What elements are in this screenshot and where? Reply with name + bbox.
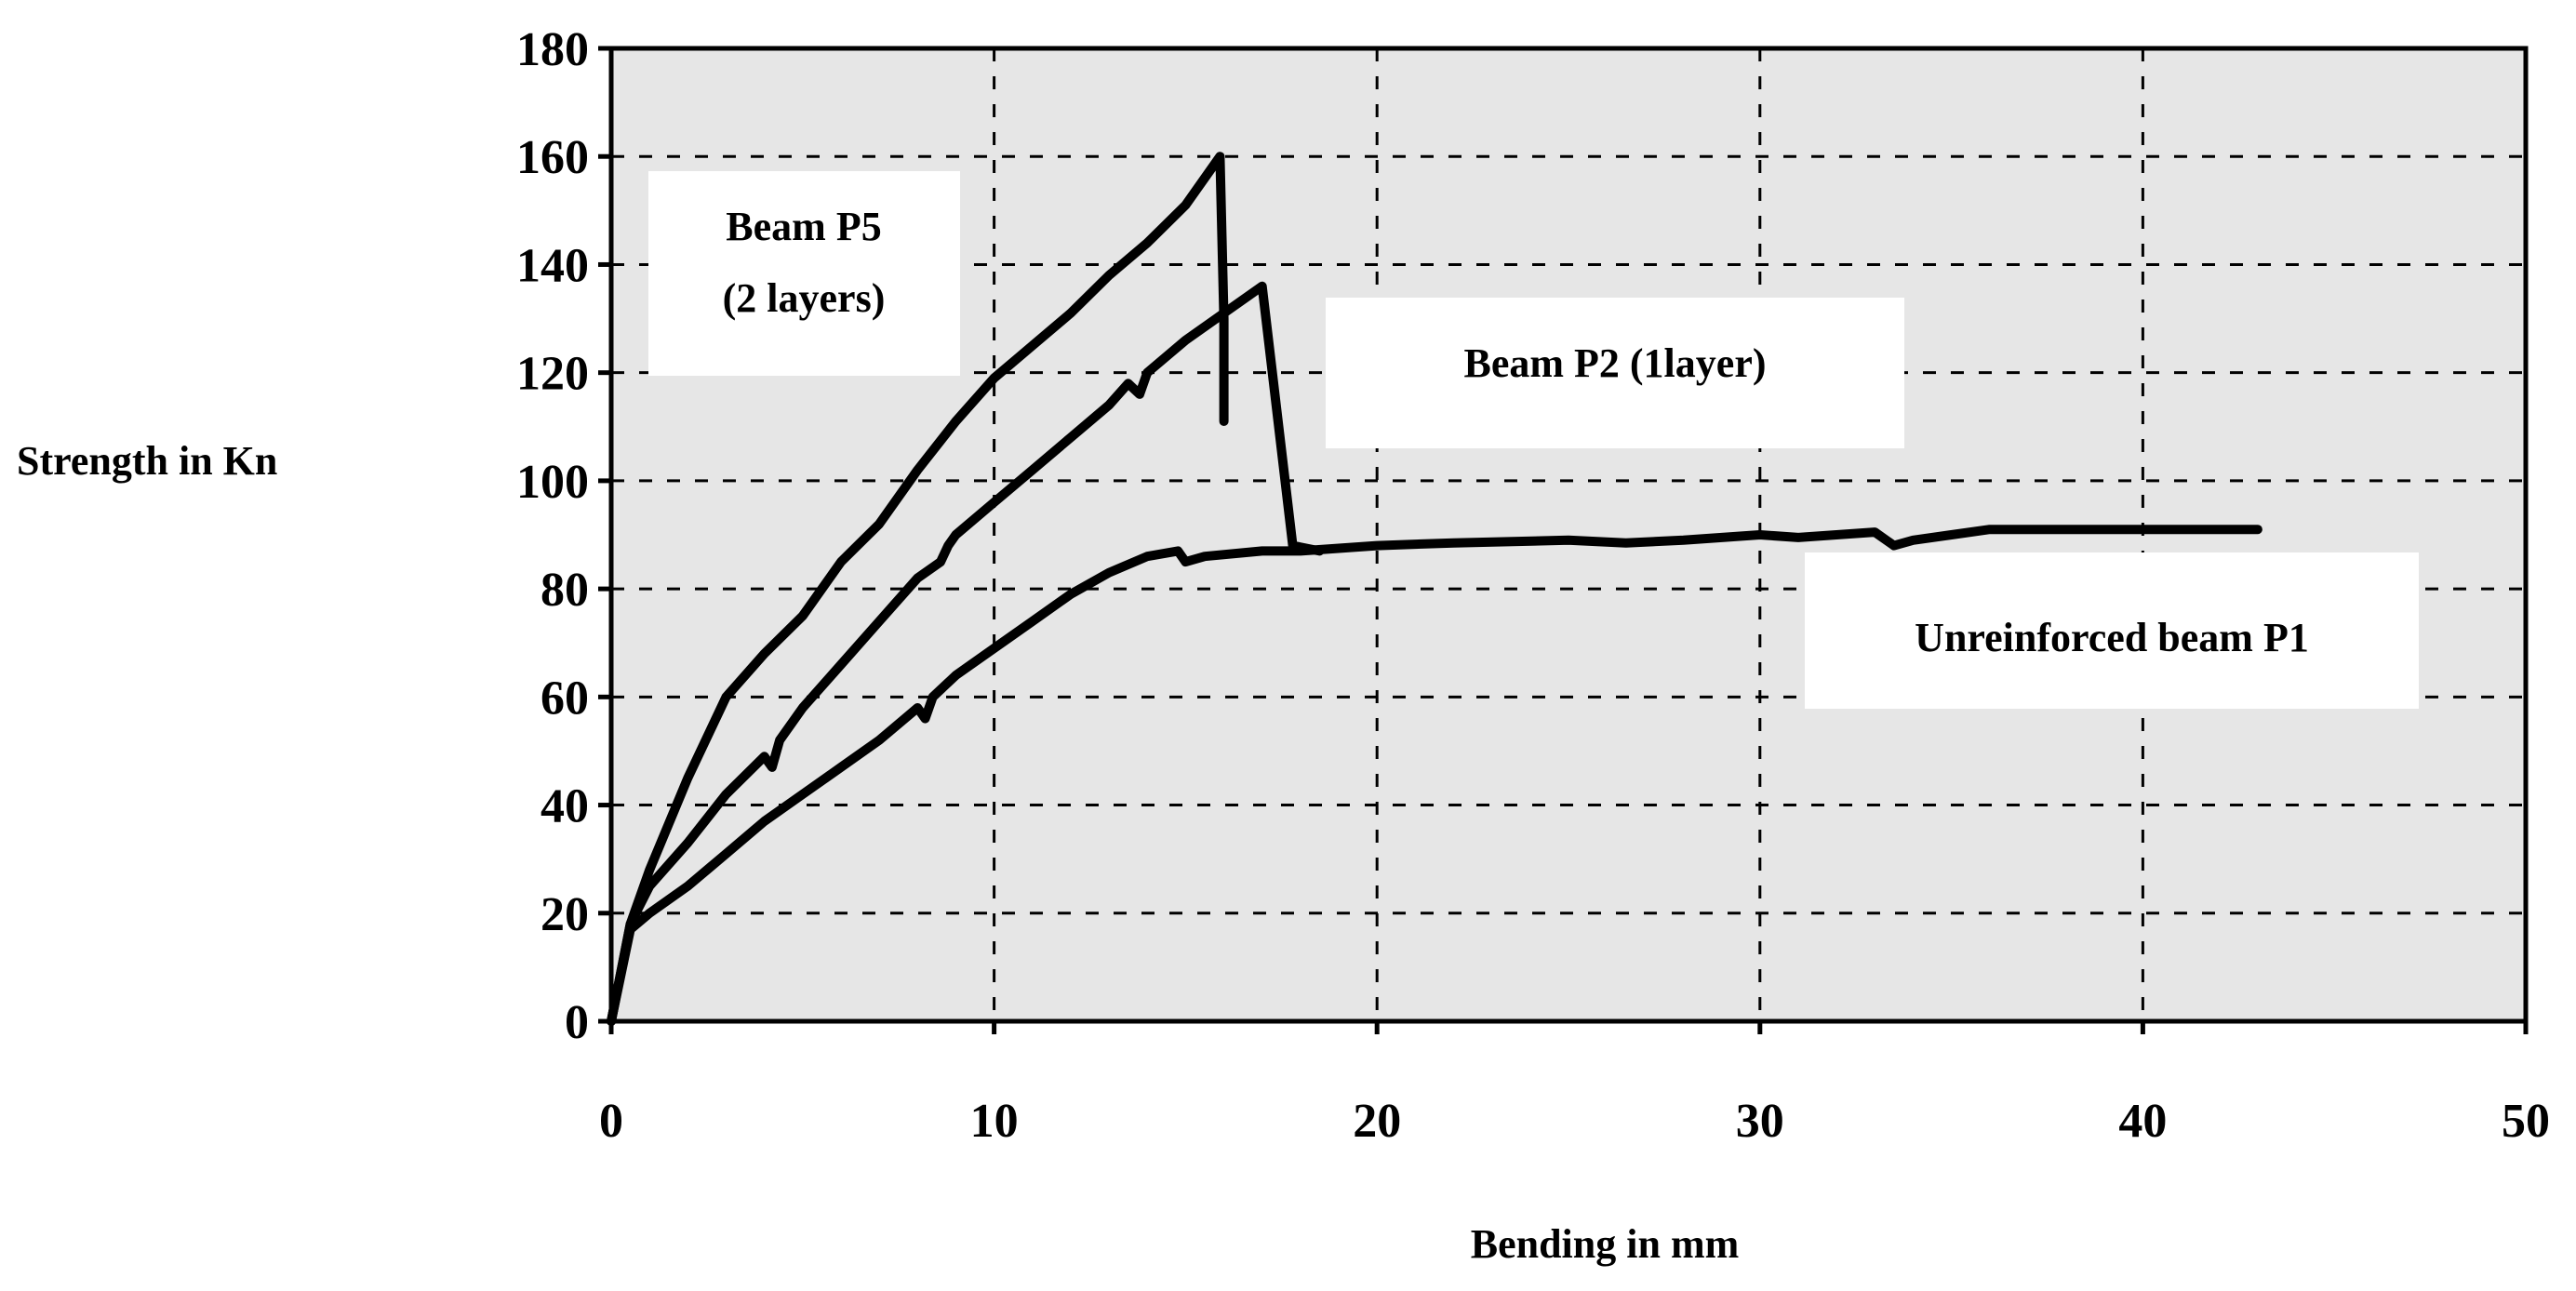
y-tick-label: 60 xyxy=(541,672,589,725)
series-lines xyxy=(607,152,2262,1026)
x-axis-ticks: 0 10 20 30 40 50 xyxy=(599,1021,2550,1148)
series-line-p1 xyxy=(607,525,2262,1026)
x-tick-label: 30 xyxy=(1736,1095,1784,1148)
series-line-p5 xyxy=(607,152,1229,1026)
plot-frame xyxy=(608,46,2529,1024)
y-tick-label: 120 xyxy=(516,348,589,401)
y-axis-ticks: 0 20 40 60 80 100 120 140 160 180 xyxy=(516,23,611,1049)
x-tick-label: 20 xyxy=(1353,1095,1401,1148)
x-tick-label: 10 xyxy=(970,1095,1019,1148)
annotations: Beam P5 (2 layers) Beam P2 (1layer) Unreinf… xyxy=(648,171,2419,709)
x-tick-label: 0 xyxy=(599,1095,623,1148)
annotation-text: Unreinforced beam P1 xyxy=(1915,615,2309,660)
annotation-2: Beam P2 (1layer) xyxy=(1326,298,1904,448)
annotation-box xyxy=(648,171,960,376)
x-axis-title: Bending in mm xyxy=(1471,1221,1740,1267)
y-axis-title: Strength in Kn xyxy=(17,438,277,484)
annotation-3: Unreinforced beam P1 xyxy=(1805,552,2419,709)
y-tick-label: 0 xyxy=(565,996,589,1049)
series-line-p2 xyxy=(607,281,1325,1026)
x-tick-label: 50 xyxy=(2502,1095,2550,1148)
y-tick-label: 80 xyxy=(541,564,589,617)
y-tick-label: 20 xyxy=(541,888,589,941)
y-tick-label: 40 xyxy=(541,780,589,833)
y-tick-label: 140 xyxy=(516,239,589,292)
y-tick-label: 100 xyxy=(516,456,589,509)
annotation-text: Beam P2 (1layer) xyxy=(1464,340,1767,386)
annotation-box xyxy=(1326,298,1904,448)
y-tick-label: 160 xyxy=(516,131,589,184)
x-tick-label: 40 xyxy=(2118,1095,2167,1148)
annotation-box xyxy=(1805,552,2419,709)
annotation-1: Beam P5 (2 layers) xyxy=(648,171,960,376)
annotation-text: Beam P5 xyxy=(726,204,881,249)
annotation-text: (2 layers) xyxy=(723,275,886,321)
y-tick-label: 180 xyxy=(516,23,589,76)
